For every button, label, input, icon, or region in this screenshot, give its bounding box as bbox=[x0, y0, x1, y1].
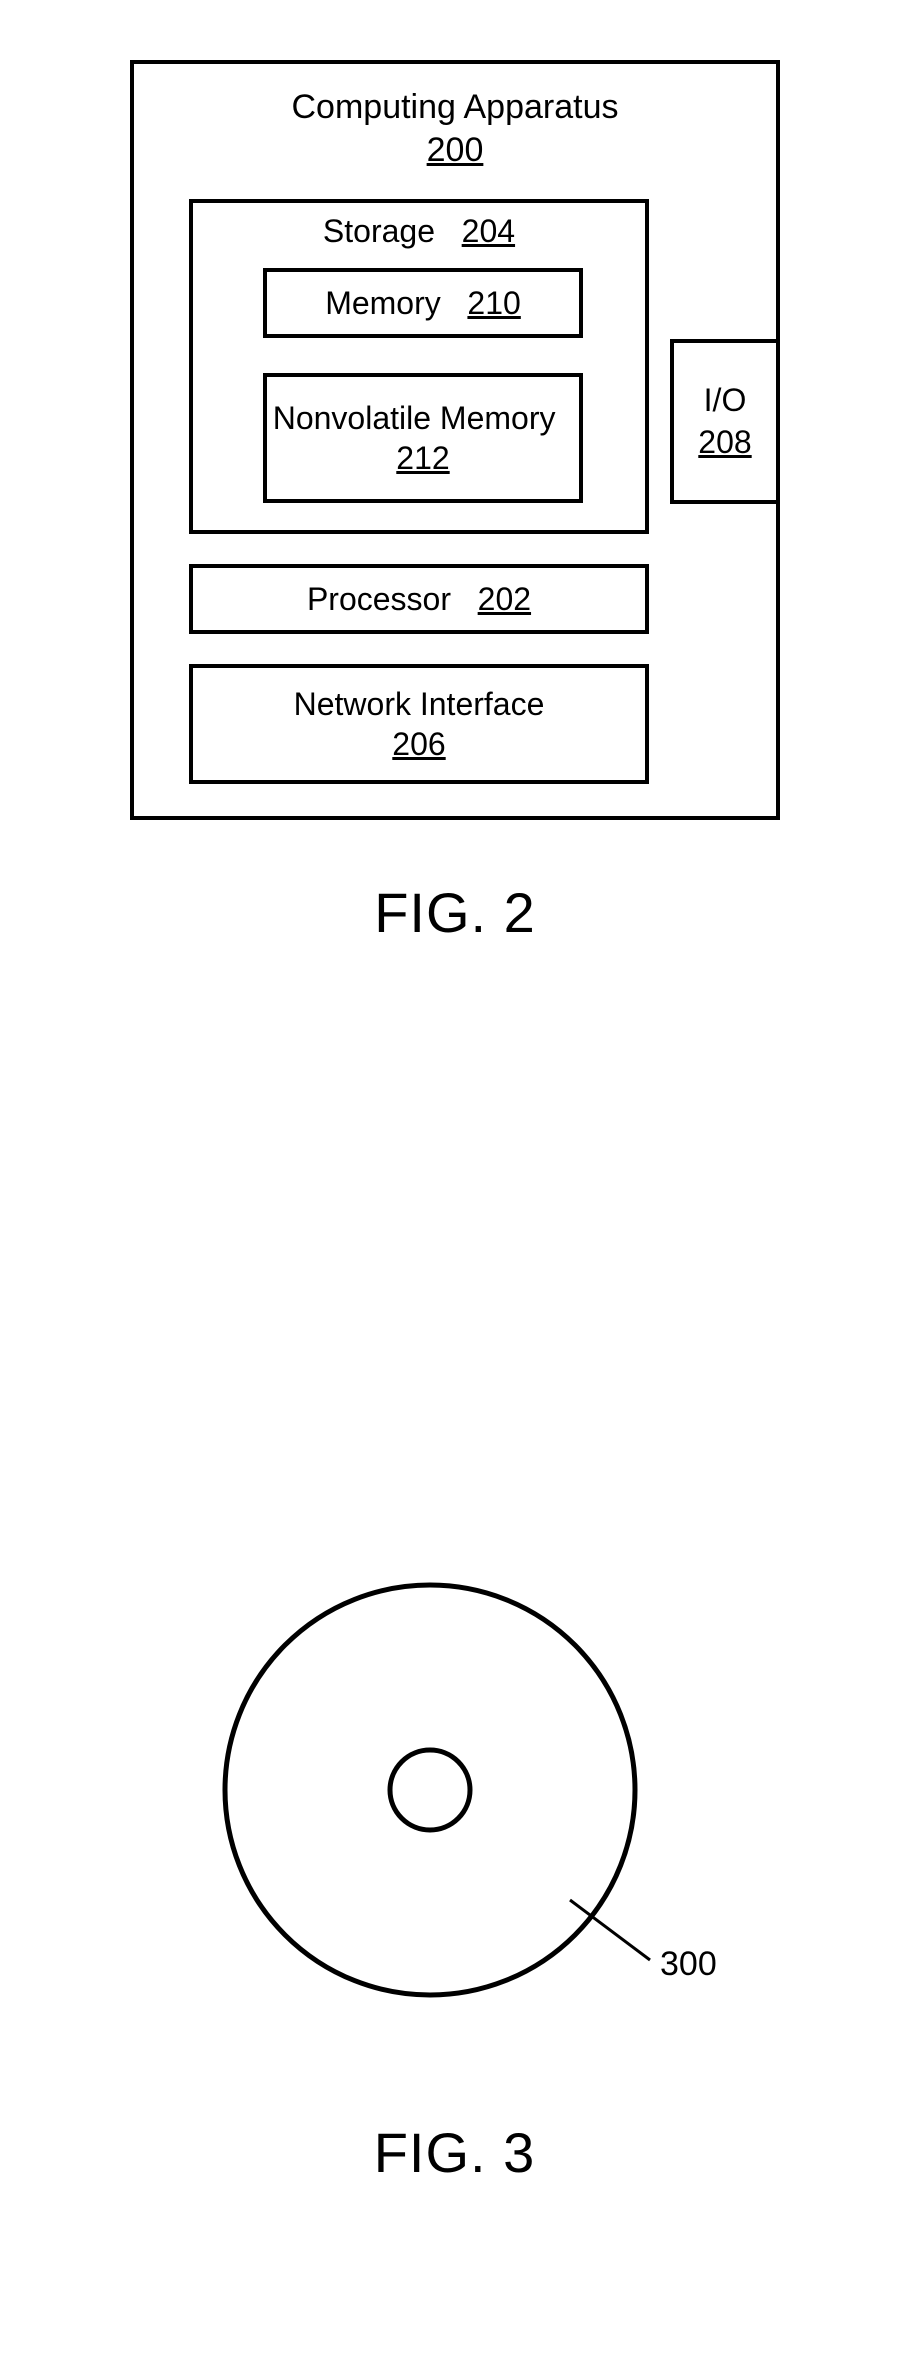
storage-title: Storage 204 bbox=[193, 213, 645, 250]
memory-ref: 210 bbox=[467, 285, 520, 321]
disc-ref: 300 bbox=[660, 1945, 717, 1984]
figure-2-caption: FIG. 2 bbox=[130, 880, 780, 945]
computing-apparatus-label: Computing Apparatus bbox=[292, 88, 619, 126]
computing-apparatus-title: Computing Apparatus 200 bbox=[134, 86, 776, 171]
nonvolatile-memory-label: Nonvolatile Memory bbox=[273, 400, 556, 436]
storage-ref: 204 bbox=[462, 213, 515, 249]
disc-area: 300 bbox=[0, 1500, 909, 2060]
io-label: I/O bbox=[704, 382, 747, 418]
processor-label: Processor bbox=[307, 581, 451, 617]
io-ref: 208 bbox=[698, 424, 751, 460]
io-box: I/O 208 bbox=[670, 339, 780, 504]
nonvolatile-memory-box: Nonvolatile Memory 212 bbox=[263, 373, 583, 503]
memory-box: Memory 210 bbox=[263, 268, 583, 338]
page: Computing Apparatus 200 Storage 204 Memo… bbox=[0, 0, 909, 2358]
figure-3: 300 FIG. 3 bbox=[0, 1500, 909, 2185]
network-interface-label: Network Interface bbox=[294, 686, 545, 722]
computing-apparatus-box: Computing Apparatus 200 Storage 204 Memo… bbox=[130, 60, 780, 820]
memory-label: Memory bbox=[325, 285, 441, 321]
network-interface-ref: 206 bbox=[392, 726, 445, 762]
figure-3-caption: FIG. 3 bbox=[0, 2120, 909, 2185]
processor-ref: 202 bbox=[478, 581, 531, 617]
figure-2: Computing Apparatus 200 Storage 204 Memo… bbox=[130, 60, 780, 945]
storage-box: Storage 204 Memory 210 Nonvolatile Memor… bbox=[189, 199, 649, 534]
computing-apparatus-ref: 200 bbox=[427, 131, 484, 169]
processor-box: Processor 202 bbox=[189, 564, 649, 634]
nonvolatile-memory-ref: 212 bbox=[396, 440, 449, 476]
storage-label: Storage bbox=[323, 213, 435, 249]
network-interface-box: Network Interface 206 bbox=[189, 664, 649, 784]
disc-icon bbox=[210, 1560, 690, 2040]
